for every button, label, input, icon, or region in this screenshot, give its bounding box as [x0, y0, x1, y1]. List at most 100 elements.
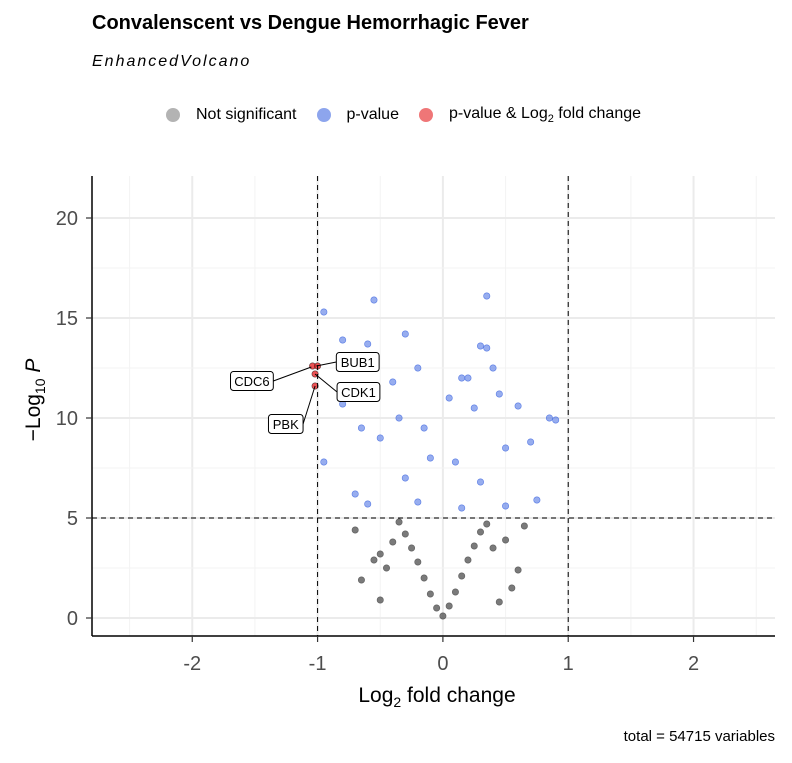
- data-point: [395, 518, 403, 526]
- data-point: [483, 292, 491, 300]
- gene-label-text: CDK1: [341, 385, 376, 400]
- data-point: [370, 556, 378, 564]
- legend-marker-red: [418, 108, 433, 123]
- points: [309, 292, 560, 620]
- data-point: [357, 576, 365, 584]
- data-point: [470, 404, 478, 412]
- data-point: [483, 520, 491, 528]
- data-point: [433, 604, 441, 612]
- data-point: [376, 550, 384, 558]
- gene-label-box: [267, 414, 304, 434]
- data-point: [414, 364, 422, 372]
- data-point: [533, 496, 541, 504]
- data-point: [420, 424, 428, 432]
- gene-label-connector: [314, 373, 338, 393]
- data-point: [458, 504, 466, 512]
- data-point: [364, 500, 372, 508]
- data-point: [458, 374, 466, 382]
- data-point: [383, 564, 391, 572]
- grid: [92, 176, 775, 636]
- gene-label-connector: [316, 361, 337, 367]
- data-point: [364, 340, 372, 348]
- data-point: [401, 474, 409, 482]
- data-point: [389, 538, 397, 546]
- gene-label-text: CDC6: [234, 374, 269, 389]
- data-point: [451, 588, 459, 596]
- data-point: [502, 444, 510, 452]
- gene-label-connector: [302, 385, 316, 425]
- data-point: [502, 536, 510, 544]
- y-tick-label: 5: [67, 508, 78, 530]
- legend-marker-blue: [316, 108, 331, 123]
- data-point: [495, 390, 503, 398]
- data-point: [395, 414, 403, 422]
- x-tick-label: -1: [309, 653, 327, 675]
- data-point: [451, 458, 459, 466]
- data-point: [464, 374, 472, 382]
- data-point: [458, 572, 466, 580]
- data-point: [476, 528, 484, 536]
- data-point: [527, 438, 535, 446]
- data-point: [483, 344, 491, 352]
- x-axis-title: Log2 fold change: [358, 684, 515, 710]
- data-point: [489, 364, 497, 372]
- cutoff-lines: [92, 176, 775, 636]
- legend-label: p-value: [346, 106, 399, 124]
- gene-label-box: [230, 371, 274, 391]
- y-tick-label: 15: [56, 308, 78, 330]
- gene-labels: BUB1 CDC6 CDK1 PBK: [230, 352, 381, 434]
- data-point: [464, 556, 472, 564]
- gene-label-text: BUB1: [341, 355, 375, 370]
- data-point: [426, 454, 434, 462]
- gene-label-box: [335, 352, 380, 372]
- data-point: [445, 394, 453, 402]
- caption: total = 54715 variables: [623, 728, 775, 745]
- data-point: [470, 542, 478, 550]
- y-tick-label: 20: [56, 208, 78, 230]
- x-tick-label: -2: [183, 653, 201, 675]
- data-point: [408, 544, 416, 552]
- data-point: [439, 612, 447, 620]
- x-tick-label: 0: [437, 653, 448, 675]
- data-point: [351, 526, 359, 534]
- data-point: [552, 416, 560, 424]
- chart-title: Convalenscent vs Dengue Hemorrhagic Feve…: [92, 12, 529, 34]
- data-point: [370, 296, 378, 304]
- data-point: [401, 330, 409, 338]
- legend: Not significant p-value p-value & Log2 f…: [166, 105, 661, 125]
- data-point: [376, 596, 384, 604]
- data-point: [320, 308, 328, 316]
- data-point: [357, 424, 365, 432]
- data-point: [420, 574, 428, 582]
- data-point: [426, 590, 434, 598]
- data-point: [414, 558, 422, 566]
- legend-label: Not significant: [196, 106, 297, 124]
- data-point: [545, 414, 553, 422]
- gene-label-box: [336, 382, 381, 402]
- x-tick-label: 1: [563, 653, 574, 675]
- legend-item-p-value: p-value: [316, 106, 399, 124]
- data-point: [514, 566, 522, 574]
- chart-subtitle: EnhancedVolcano: [92, 53, 252, 70]
- data-point: [376, 434, 384, 442]
- data-point: [476, 478, 484, 486]
- gene-label-connector: [273, 366, 312, 382]
- data-point: [508, 584, 516, 592]
- axes: [91, 176, 775, 637]
- data-point: [489, 544, 497, 552]
- data-point: [351, 490, 359, 498]
- data-point: [389, 378, 397, 386]
- legend-item-p-value-and-fold-change: p-value & Log2 fold change: [418, 105, 642, 126]
- y-tick-label: 10: [56, 408, 78, 430]
- y-tick-label: 0: [67, 608, 78, 630]
- data-point: [495, 598, 503, 606]
- data-point: [401, 530, 409, 538]
- legend-item-not-significant: Not significant: [166, 106, 297, 124]
- data-point: [502, 502, 510, 510]
- data-point: [514, 402, 522, 410]
- legend-label: p-value & Log2 fold change: [448, 105, 642, 126]
- x-tick-label: 2: [688, 653, 699, 675]
- y-axis-title: −Log10 P: [22, 359, 48, 442]
